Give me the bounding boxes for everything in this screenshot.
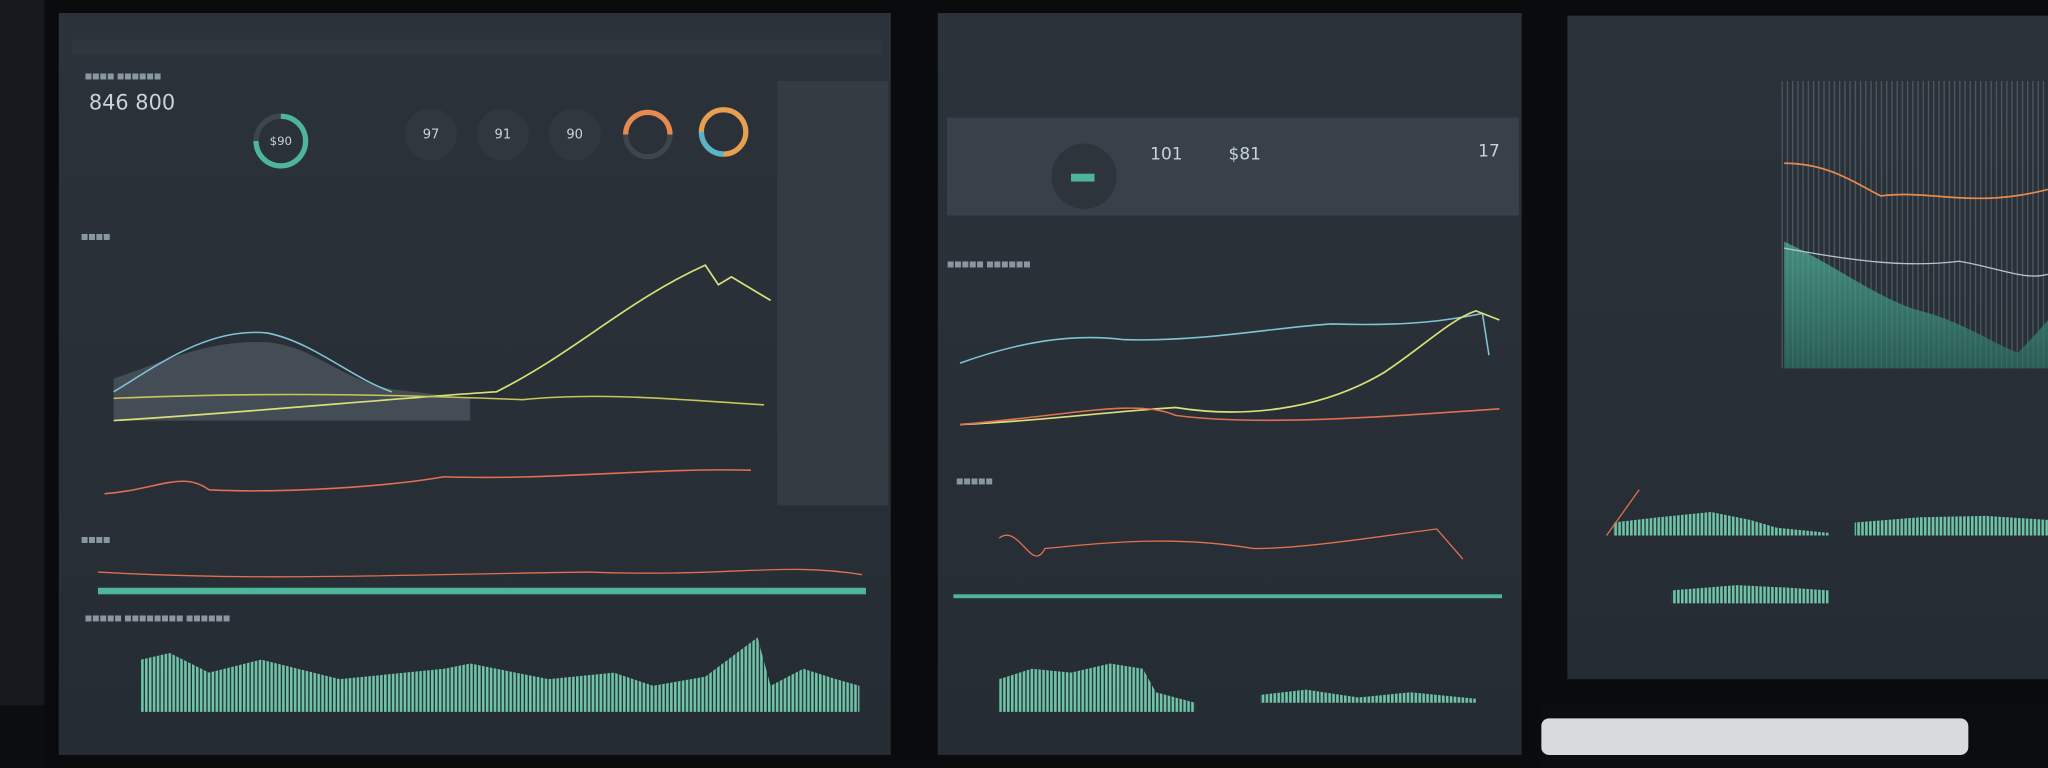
stat: $81	[1229, 144, 1261, 164]
monitor-left: 846 800 ■■■■ ■■■■■■ ■■■■ ■■■■ ■■■■■ ■■■■…	[44, 0, 907, 768]
svg-text:■■■■ ■■■■■■: ■■■■ ■■■■■■	[85, 71, 161, 80]
svg-text:■■■■: ■■■■	[81, 232, 111, 241]
svg-text:■■■■■ ■■■■■■■■ ■■■■■■: ■■■■■ ■■■■■■■■ ■■■■■■	[85, 613, 231, 622]
gauge-label: 90	[566, 127, 583, 142]
svg-text:■■■■■: ■■■■■	[956, 476, 993, 485]
stat: 17	[1478, 142, 1500, 162]
keyboard	[1541, 718, 1969, 755]
stat: 101	[1150, 144, 1182, 164]
gauge-label: $90	[270, 134, 292, 148]
svg-text:■■■■■ ■■■■■■: ■■■■■ ■■■■■■	[947, 259, 1031, 268]
gauge-label: 91	[495, 127, 512, 142]
gauge-label: 97	[423, 127, 440, 142]
monitor-right	[1541, 0, 2048, 706]
svg-text:■■■■: ■■■■	[81, 535, 111, 544]
heading: 846 800	[89, 91, 175, 115]
monitor-middle: 101 $81 17 ■■■■■ ■■■■■■ ■■■■■	[906, 0, 1542, 768]
